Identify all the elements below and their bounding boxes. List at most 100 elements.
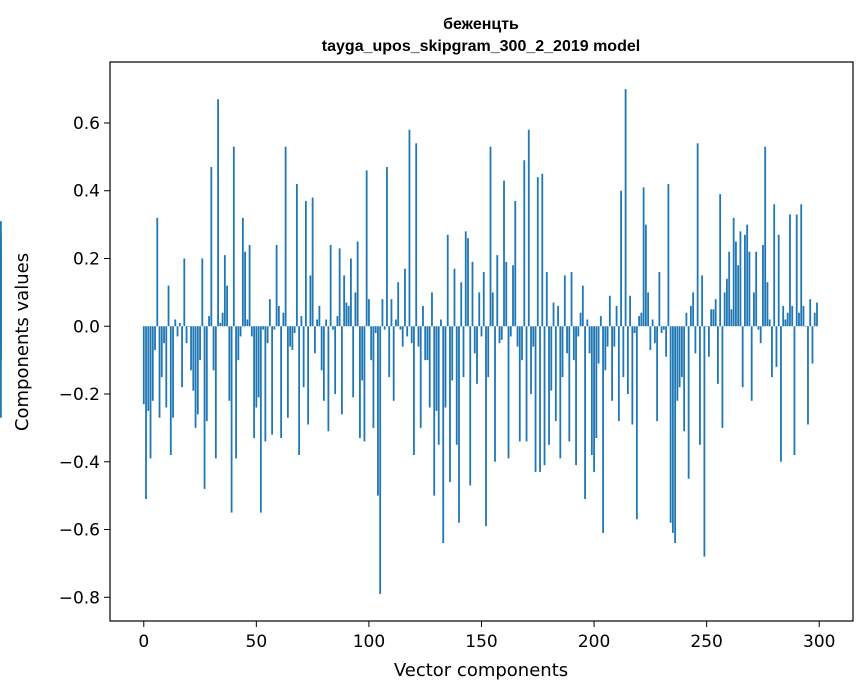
bar-component-68: [295, 183, 298, 327]
bar-component-80: [322, 326, 325, 401]
bar-component-13: [172, 326, 174, 418]
bar-component-193: [577, 326, 580, 337]
bar-component-242: [687, 326, 690, 479]
bar-component-54: [264, 326, 267, 442]
bar-component-239: [680, 326, 683, 378]
bar-component-24: [196, 326, 199, 415]
bar-component-153: [487, 326, 490, 378]
bar-component-51: [257, 326, 260, 398]
bar-component-131: [437, 326, 440, 445]
bar-component-4: [151, 326, 154, 401]
bar-component-184: [557, 305, 559, 327]
bar-component-70: [300, 316, 303, 327]
bar-component-134: [444, 326, 447, 408]
bar-component-174: [534, 326, 537, 472]
bar-component-108: [386, 167, 388, 327]
bar-component-28: [205, 326, 208, 422]
bar-component-59: [275, 244, 278, 327]
bar-component-22: [192, 326, 195, 391]
bar-component-206: [606, 326, 609, 347]
bar-component-275: [762, 244, 764, 327]
bar-component-161: [505, 261, 508, 327]
bar-component-29: [208, 316, 210, 327]
bar-component-89: [343, 275, 346, 327]
bar-component-211: [617, 326, 620, 422]
bar-component-289: [793, 326, 796, 455]
bar-component-115: [401, 326, 404, 347]
bar-component-209: [613, 326, 616, 347]
bar-component-18: [183, 258, 186, 327]
bar-component-158: [498, 326, 501, 344]
bar-component-50: [255, 326, 258, 408]
bar-component-85: [334, 326, 337, 395]
bar-component-53: [262, 326, 264, 330]
bar-component-281: [775, 326, 778, 367]
bar-component-138: [453, 268, 456, 327]
bar-component-37: [226, 285, 228, 327]
bar-component-225: [649, 326, 652, 350]
bar-component-124: [422, 305, 424, 327]
bar-component-15: [176, 326, 179, 337]
bar-component-40: [232, 146, 235, 327]
plot-frame: [109, 61, 854, 622]
bar-component-69: [298, 326, 301, 455]
bar-component-233: [667, 183, 670, 327]
bar-component-17: [181, 326, 183, 388]
bar-component-241: [685, 312, 688, 327]
bar-component-247: [699, 326, 701, 445]
bar-component-165: [514, 200, 517, 327]
bar-component-82: [327, 326, 330, 432]
bar-component-67: [293, 326, 296, 334]
bar-component-196: [584, 326, 586, 500]
bar-component-286: [786, 312, 789, 327]
x-tick-label: 50: [246, 632, 268, 652]
bar-component-177: [541, 173, 544, 327]
bar-component-11: [167, 285, 170, 327]
bar-component-227: [653, 326, 656, 344]
bar-component-135: [446, 234, 449, 327]
bar-component-136: [449, 326, 451, 483]
bar-component-6: [156, 217, 159, 327]
bar-component-212: [620, 190, 622, 327]
bar-component-12: [169, 326, 172, 455]
bar-component-213: [622, 326, 625, 378]
bar-component-190: [570, 272, 573, 327]
bar-component-298: [813, 312, 816, 327]
bar-component-168: [521, 326, 523, 361]
bar-component-34: [219, 322, 222, 327]
bar-component-171: [527, 129, 530, 327]
bar-component-30: [210, 167, 213, 327]
bar-component-122: [417, 326, 420, 347]
bar-component-0: [142, 326, 145, 405]
y-axis-label: Components values: [12, 253, 33, 431]
bar-component-55: [266, 326, 269, 344]
bar-component-119: [410, 326, 413, 344]
bar-component-235: [671, 326, 674, 533]
bar-component-149: [478, 292, 481, 327]
bar-component-107: [383, 326, 386, 330]
bar-component-65: [289, 326, 292, 347]
bar-component-251: [708, 326, 710, 357]
bar-component-100: [368, 299, 370, 327]
bar-component-9: [163, 326, 165, 344]
bar-component-208: [611, 326, 613, 401]
x-tick-label: 200: [578, 632, 610, 652]
bar-component-269: [748, 251, 751, 327]
bar-component-150: [480, 326, 483, 337]
bars-group: [0, 89, 818, 594]
bar-component-240: [683, 326, 686, 432]
bar-component-46: [246, 319, 249, 327]
bar-component-141: [460, 282, 463, 327]
bar-component-19: [185, 326, 188, 344]
bar-component-23: [194, 326, 197, 428]
bar-component-139: [455, 326, 458, 445]
y-tick-label: 0.4: [73, 182, 100, 202]
bar-component-63: [284, 146, 287, 327]
bar-component-76: [313, 326, 316, 354]
y-tick-label: −0.4: [59, 453, 100, 473]
bar-component-283: [780, 326, 782, 462]
bar-component-249: [703, 326, 706, 557]
bar-component-270: [750, 326, 753, 401]
bar-component-159: [500, 326, 503, 340]
bar-component-229: [658, 272, 661, 327]
